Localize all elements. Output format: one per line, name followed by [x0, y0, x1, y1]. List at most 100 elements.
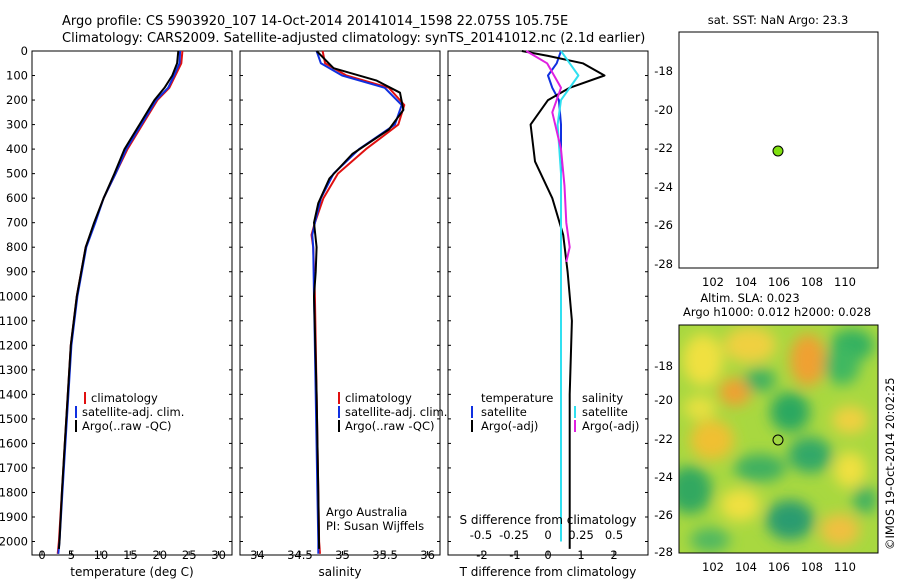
- legend-title-salinity: salinity: [582, 391, 623, 405]
- sst-ytick: -22: [654, 141, 673, 155]
- difference-legend: temperature salinity satellite Argo(-adj…: [471, 391, 639, 433]
- s-difference-tick: 0.25: [568, 528, 594, 542]
- legend-label: Argo(-adj): [582, 419, 639, 433]
- sst-xtick: 104: [735, 275, 757, 289]
- sla-argo-marker: [772, 434, 784, 446]
- temperature-panel: [31, 50, 233, 556]
- sla-map-panel: [678, 324, 879, 554]
- s-difference-tick: -0.25: [499, 528, 529, 542]
- sst-xtick: 106: [768, 275, 790, 289]
- t-difference-tick: 2: [610, 548, 617, 562]
- sst-map-x-axis: 102 104 106 108 110: [702, 275, 856, 289]
- t-difference-xlabel: T difference from climatology: [459, 565, 637, 579]
- depth-tick-label: 1100: [0, 314, 28, 328]
- sla-ytick: -22: [654, 432, 673, 446]
- depth-tick-label: 300: [6, 118, 28, 132]
- sla-map-x-axis: 102 104 106 108 110: [702, 560, 856, 574]
- sla-ytick: -18: [654, 359, 673, 373]
- legend-label: satellite-adj. clim.: [82, 405, 184, 419]
- depth-tick-label: 1000: [0, 289, 28, 303]
- salinity-legend: climatology satellite-adj. clim. Argo(..…: [338, 391, 447, 433]
- credit-argo-australia: Argo Australia: [326, 505, 407, 519]
- legend-label: satellite: [582, 405, 628, 419]
- sst-ytick: -18: [654, 64, 673, 78]
- sst-xtick: 102: [702, 275, 724, 289]
- depth-tick-label: 200: [6, 93, 28, 107]
- s-difference-label: S difference from climatology: [460, 513, 637, 527]
- sst-ytick: -26: [654, 218, 673, 232]
- imos-timestamp: ©IMOS 19-Oct-2014 20:02:25: [883, 377, 897, 550]
- legend-label: Argo(..raw -QC): [82, 419, 172, 433]
- t-difference-tick: 0: [544, 548, 551, 562]
- temperature-xtick: 30: [211, 548, 226, 562]
- series-line: [521, 50, 606, 549]
- salinity-xtick: 34.5: [287, 548, 313, 562]
- sla-xtick: 104: [735, 560, 757, 574]
- salinity-panel: [239, 50, 441, 556]
- salinity-xtick: 35.5: [372, 548, 398, 562]
- series-line: [556, 50, 580, 542]
- depth-tick-label: 1900: [0, 510, 28, 524]
- sla-ytick: -26: [654, 508, 673, 522]
- temperature-xtick: 5: [68, 548, 75, 562]
- temperature-xlabel: temperature (deg C): [70, 565, 193, 579]
- temperature-xtick: 10: [94, 548, 109, 562]
- sst-ytick: -24: [654, 180, 673, 194]
- sst-map-title: sat. SST: NaN Argo: 23.3: [708, 13, 849, 27]
- series-line: [525, 50, 571, 263]
- sla-ytick: -24: [654, 470, 673, 484]
- depth-tick-label: 0: [21, 44, 28, 58]
- s-difference-tick: -0.5: [470, 528, 492, 542]
- depth-tick-label: 1500: [0, 412, 28, 426]
- depth-tick-label: 1200: [0, 338, 28, 352]
- legend-label: Argo(-adj): [481, 419, 538, 433]
- depth-tick-label: 900: [6, 265, 28, 279]
- sst-map-y-axis: -18 -20 -22 -24 -26 -28: [654, 64, 673, 271]
- salinity-xtick: 36: [420, 548, 435, 562]
- depth-tick-label: 2000: [0, 535, 28, 549]
- salinity-xtick: 34: [250, 548, 265, 562]
- depth-tick-label: 100: [6, 69, 28, 83]
- sla-xtick: 110: [834, 560, 856, 574]
- t-difference-axis: -2 -1 0 1 2: [476, 548, 617, 562]
- difference-panel: [447, 50, 649, 556]
- t-difference-tick: -2: [476, 548, 487, 562]
- depth-tick-label: 700: [6, 216, 28, 230]
- temperature-xtick: 15: [123, 548, 138, 562]
- series-line: [311, 50, 403, 554]
- sla-xtick: 108: [801, 560, 823, 574]
- depth-tick-label: 1800: [0, 485, 28, 499]
- depth-tick-label: 1600: [0, 436, 28, 450]
- legend-label: climatology: [345, 391, 412, 405]
- sla-heatmap: [679, 325, 878, 553]
- temperature-xtick: 20: [152, 548, 167, 562]
- legend-label: climatology: [91, 391, 158, 405]
- profile-curves: [56, 50, 606, 554]
- figure-title-line2: Climatology: CARS2009. Satellite-adjuste…: [62, 31, 645, 46]
- t-difference-tick: -1: [509, 548, 520, 562]
- sst-argo-marker: [772, 145, 784, 157]
- s-difference-tick: 0: [544, 528, 551, 542]
- s-difference-tick: 0.5: [605, 528, 623, 542]
- salinity-xtick: 35: [335, 548, 350, 562]
- tick-marks: [32, 50, 648, 555]
- legend-label: satellite-adj. clim.: [345, 405, 447, 419]
- sla-map-title-line1: Altim. SLA: 0.023: [700, 291, 799, 305]
- sla-ytick: -28: [654, 545, 673, 559]
- depth-tick-label: 600: [6, 191, 28, 205]
- sla-xtick: 106: [768, 560, 790, 574]
- legend-label: satellite: [481, 405, 527, 419]
- series-line: [57, 50, 180, 549]
- credit-pi: PI: Susan Wijffels: [326, 519, 424, 533]
- temperature-xtick: 25: [182, 548, 197, 562]
- depth-tick-label: 500: [6, 167, 28, 181]
- salinity-xlabel: salinity: [318, 565, 361, 579]
- depth-tick-label: 800: [6, 240, 28, 254]
- sla-xtick: 102: [702, 560, 724, 574]
- depth-tick-label: 1700: [0, 461, 28, 475]
- sla-ytick: -20: [654, 393, 673, 407]
- s-difference-axis: -0.5 -0.25 0 0.25 0.5: [470, 528, 623, 542]
- sst-ytick: -28: [654, 257, 673, 271]
- temperature-x-axis: 0 5 10 15 20 25 30: [38, 548, 226, 562]
